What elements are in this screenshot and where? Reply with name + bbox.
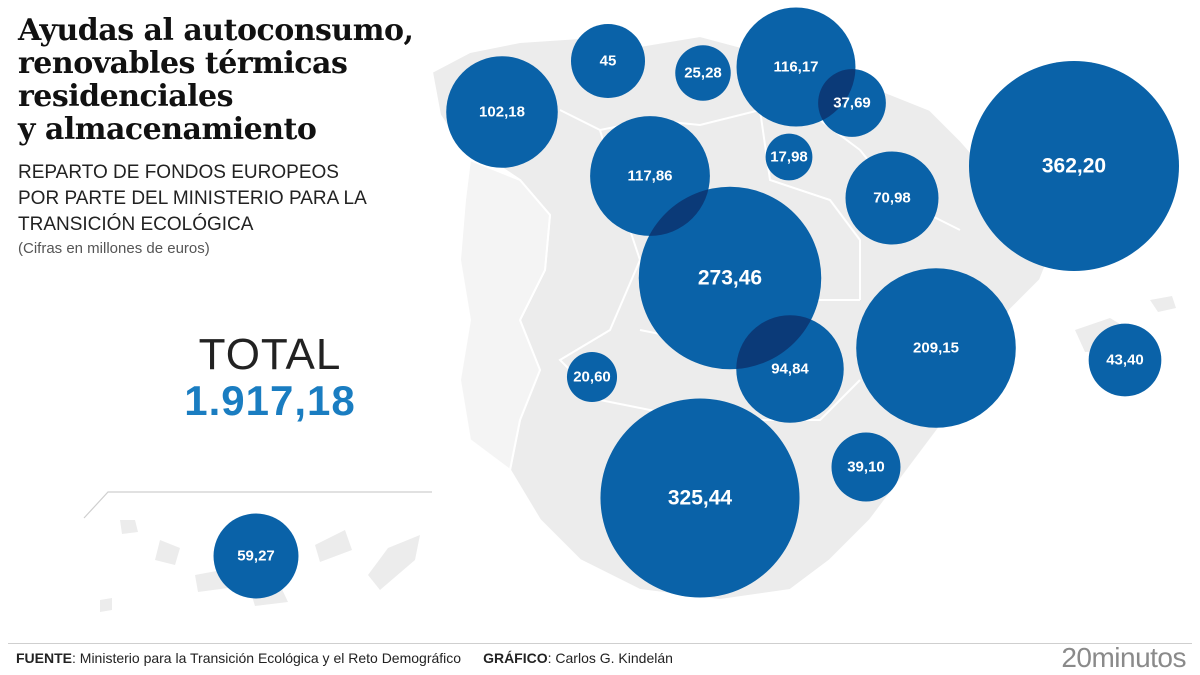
- chart-subtitle: REPARTO DE FONDOS EUROPEOS POR PARTE DEL…: [18, 160, 438, 238]
- region-value-label: 70,98: [873, 190, 911, 207]
- title-line: renovables térmicas: [18, 46, 348, 81]
- bubble-overlap: [818, 69, 856, 127]
- region-value-label: 43,40: [1106, 352, 1144, 369]
- region-value-label: 45: [600, 53, 617, 70]
- total-label: TOTAL: [198, 330, 342, 379]
- region-value-label: 209,15: [913, 340, 959, 357]
- region-bubble: [1088, 323, 1162, 397]
- region-bubble: [969, 61, 1179, 271]
- region-bubble: [831, 432, 901, 502]
- region-bubble: [570, 23, 646, 99]
- region-value-label: 117,86: [627, 168, 672, 185]
- bubble-label-layer: 102,18 45 25,28 116,17 37,69 17,98 117,86 70,98…: [237, 53, 1144, 565]
- source-label: FUENTE: [16, 650, 72, 666]
- chart-title: Ayudas al autoconsumo, renovables térmic…: [18, 14, 438, 146]
- source-text: : Ministerio para la Transición Ecológic…: [72, 650, 462, 666]
- bubble-overlap: [736, 315, 822, 370]
- footer: FUENTE: Ministerio para la Transición Ec…: [16, 650, 673, 666]
- region-bubble: [845, 151, 939, 245]
- region-value-label: 37,69: [833, 95, 871, 112]
- region-bubble: [213, 513, 299, 599]
- bubble-overlap: [638, 186, 710, 236]
- region-bubble: [600, 398, 800, 598]
- region-value-label: 25,28: [684, 65, 722, 82]
- portugal-shape: [458, 158, 552, 472]
- title-line: y almacenamiento: [18, 112, 317, 147]
- region-value-label: 20,60: [573, 369, 611, 386]
- footer-divider: [8, 643, 1192, 644]
- units-note: (Cifras en millones de euros): [18, 240, 210, 257]
- region-value-label: 362,20: [1042, 155, 1106, 178]
- region-bubble: [675, 45, 731, 101]
- region-bubble: [856, 268, 1016, 428]
- subtitle-line: REPARTO DE FONDOS EUROPEOS: [18, 162, 339, 183]
- region-value-label: 17,98: [770, 149, 808, 166]
- region-bubble: [566, 351, 618, 403]
- total-block: TOTAL 1.917,18: [140, 332, 400, 424]
- subtitle-line: POR PARTE DEL MINISTERIO PARA LA: [18, 188, 367, 209]
- region-value-label: 273,46: [698, 267, 762, 290]
- region-value-label: 94,84: [771, 361, 809, 378]
- region-value-label: 102,18: [479, 104, 525, 121]
- region-value-label: 59,27: [237, 548, 275, 565]
- region-bubble: [765, 133, 813, 181]
- region-bubble: [446, 56, 558, 168]
- header: Ayudas al autoconsumo, renovables térmic…: [18, 14, 438, 257]
- region-value-label: 39,10: [847, 459, 885, 476]
- graphic-label: GRÁFICO: [483, 650, 548, 666]
- title-line: Ayudas al autoconsumo,: [18, 13, 414, 48]
- region-value-label: 116,17: [773, 59, 818, 76]
- graphic-text: : Carlos G. Kindelán: [547, 650, 673, 666]
- total-value: 1.917,18: [184, 377, 356, 424]
- brand-logo: 20minutos: [1061, 642, 1186, 673]
- region-value-label: 325,44: [668, 487, 733, 510]
- subtitle-line: TRANSICIÓN ECOLÓGICA: [18, 214, 254, 235]
- overlap-layer: [638, 69, 856, 370]
- title-line: residenciales: [18, 79, 234, 114]
